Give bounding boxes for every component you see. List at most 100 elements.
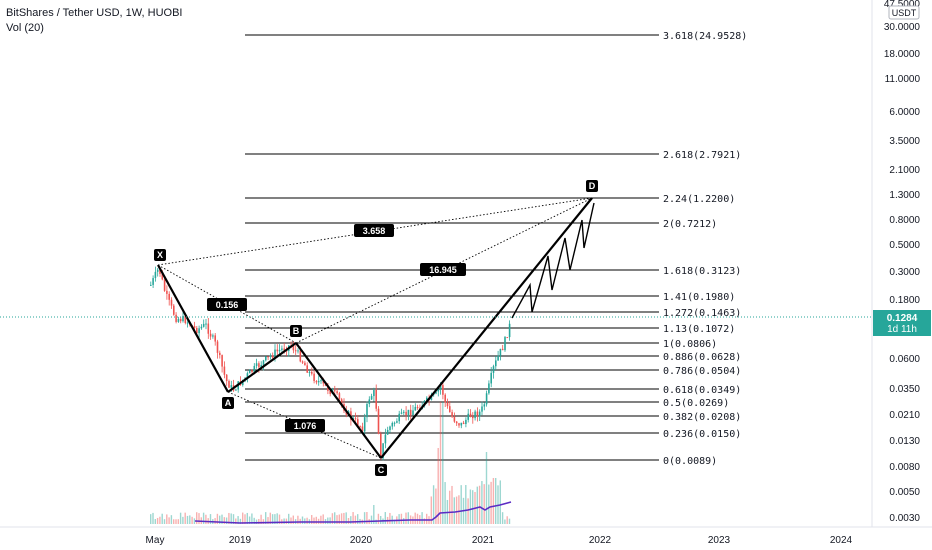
price-tick-label: 0.3000 (889, 267, 920, 278)
volume-bar (205, 514, 207, 524)
price-tick-label: 47.5000 (884, 0, 921, 10)
volume-bar (442, 402, 444, 524)
volume-indicator-label[interactable]: Vol (20) (6, 22, 44, 34)
fib-level-label: 0.618(0.0349) (663, 385, 741, 396)
volume-bar (276, 513, 278, 524)
pattern-point-label: A (225, 398, 232, 408)
candle-body (223, 366, 226, 375)
volume-bar (421, 512, 423, 524)
candle-body (317, 380, 320, 383)
volume-bar (432, 485, 435, 524)
candle-body (175, 314, 177, 322)
fib-level-label: 0(0.0089) (663, 456, 717, 467)
candle-body (426, 397, 428, 401)
candle-body (492, 366, 495, 373)
currency-badge[interactable] (888, 5, 920, 20)
time-tick-label: May (146, 535, 165, 546)
candle-body (276, 349, 279, 352)
pattern-point-badge[interactable] (375, 464, 387, 476)
volume-bar (267, 517, 269, 524)
volume-bar (290, 517, 292, 524)
time-axis-ticks: May 2019 2020 2021 2022 2023 2024 (146, 535, 853, 546)
pattern-point-badge[interactable] (290, 325, 302, 337)
price-tick-label: 11.0000 (885, 74, 921, 85)
volume-bar (426, 513, 428, 524)
candle-body (467, 413, 469, 420)
candle-body (248, 370, 251, 374)
candle-body (196, 327, 198, 334)
candle-body (308, 371, 311, 373)
volume-bar (338, 514, 340, 524)
volume-bar (223, 517, 225, 524)
candle-body (315, 381, 318, 383)
pattern-leg[interactable] (380, 197, 593, 459)
volume-bar (389, 512, 391, 524)
volume-bar (492, 478, 495, 524)
candle-body (161, 273, 164, 280)
candle-body (221, 355, 223, 367)
candle-body (262, 360, 265, 366)
candle-body (373, 390, 375, 397)
pattern-point-label: C (378, 465, 385, 475)
candle-body (451, 412, 453, 417)
time-tick-label: 2024 (830, 535, 853, 546)
candle-body (313, 373, 315, 382)
volume-bar (230, 513, 232, 524)
volume-bar (271, 514, 274, 524)
projection-path[interactable] (511, 202, 595, 319)
candle-body (186, 322, 189, 324)
pattern-leg[interactable] (295, 342, 382, 459)
price-tick-label: 18.0000 (884, 49, 921, 60)
volume-bar (221, 514, 223, 524)
pattern-point-badge[interactable] (154, 249, 166, 261)
volume-bar (407, 512, 409, 524)
volume-bar (398, 514, 400, 524)
ratio-badge[interactable] (354, 224, 394, 237)
candle-body (483, 404, 486, 407)
volume-bar (384, 512, 386, 524)
volume-bar (191, 516, 193, 524)
volume-bar (258, 518, 260, 524)
pattern-point-badge[interactable] (222, 397, 234, 409)
volume-bar (283, 518, 285, 524)
volume-bar (334, 512, 336, 524)
current-price-badge (873, 310, 931, 336)
price-axis[interactable] (872, 0, 932, 527)
volume-bar (501, 512, 504, 524)
current-price-value: 0.1284 (887, 313, 918, 324)
candle-body (495, 360, 497, 367)
candle-body (363, 417, 366, 432)
volume-bar (336, 515, 338, 524)
candle-body (306, 365, 308, 373)
candle-body (269, 355, 272, 357)
symbol-title[interactable]: BitShares / Tether USD, 1W, HUOBI (6, 7, 183, 19)
fib-level-label: 1(0.0806) (663, 339, 717, 350)
pattern-leg[interactable] (157, 264, 229, 393)
volume-bar (478, 485, 481, 524)
volume-bar (451, 485, 453, 524)
candle-body (465, 419, 467, 424)
candle-body (354, 418, 357, 420)
candle-body (437, 389, 440, 392)
volume-bar (363, 512, 366, 524)
candle-body (472, 416, 474, 419)
candle-body (255, 363, 258, 366)
volume-bar (352, 512, 354, 524)
candle-body (398, 413, 400, 422)
candle-body (311, 371, 313, 374)
pattern-leg[interactable] (227, 342, 297, 393)
ratio-badge[interactable] (207, 298, 247, 311)
ratio-badge[interactable] (285, 419, 325, 432)
candle-body (209, 333, 212, 337)
ratio-badge[interactable] (420, 263, 466, 276)
candle-body (246, 373, 249, 378)
candle-body (485, 393, 488, 405)
pattern-point-badge[interactable] (586, 180, 598, 192)
volume-bar (242, 512, 244, 524)
volume-bar (163, 519, 166, 524)
pattern-ratios: 0.156 3.658 16.945 1.076 (207, 224, 466, 432)
candle-body (320, 380, 322, 382)
candle-body (340, 399, 343, 404)
time-axis[interactable] (0, 527, 872, 550)
